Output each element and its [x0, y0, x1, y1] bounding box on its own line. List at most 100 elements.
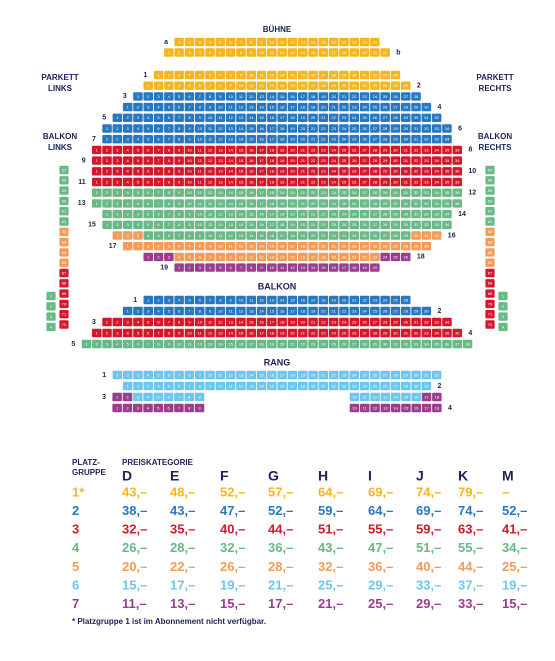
seat: [225, 37, 236, 47]
seat-number: 33: [424, 169, 429, 174]
seat: [267, 306, 277, 316]
seat-number: 32: [414, 169, 419, 174]
seat-number: 25: [342, 190, 347, 195]
seat-number: 31: [424, 372, 429, 377]
seat: [153, 199, 164, 208]
seat: [411, 392, 421, 402]
seat-number: 10: [198, 319, 203, 324]
seat-number: 2: [106, 158, 109, 163]
seat: [225, 295, 236, 305]
seat-number: 8: [219, 297, 222, 302]
price: 11,–: [122, 596, 147, 611]
seat: [215, 242, 226, 251]
seat-number: 15: [239, 330, 244, 335]
seat-number: 10: [218, 308, 223, 313]
seat: [184, 339, 195, 349]
seat-number: 34: [424, 341, 429, 346]
seat-number: 16: [249, 201, 254, 206]
seat: [246, 381, 256, 391]
seat: [256, 81, 267, 90]
price: 36,–: [268, 540, 293, 555]
seat-number: 12: [198, 341, 203, 346]
seat: [349, 295, 359, 305]
seat: [195, 370, 205, 380]
seat-number: 27: [383, 372, 388, 377]
seat-number: 6: [168, 372, 171, 377]
seat-number: 33: [434, 222, 439, 227]
seat-number: 16: [270, 233, 275, 238]
seat: [277, 252, 287, 262]
seat-number: 17: [259, 190, 264, 195]
seat: [267, 167, 277, 176]
seat: [442, 135, 452, 144]
seat-number: 14: [228, 201, 233, 206]
seat: [225, 145, 236, 155]
seat-number: 21: [311, 137, 316, 142]
seat-number: 17: [259, 169, 264, 174]
seat: [390, 339, 401, 349]
seat: [390, 209, 401, 219]
seat: [431, 124, 442, 133]
seat-number: 2: [116, 137, 119, 142]
seat: [339, 48, 349, 57]
seat: [174, 177, 184, 187]
seat-number: 25: [362, 233, 367, 238]
seat-number: 2: [116, 211, 119, 216]
seat: [164, 135, 174, 144]
seat-number: 1: [85, 341, 88, 346]
seat-number: 3: [137, 405, 140, 410]
seat-number: 17: [259, 147, 264, 152]
seat-number: 22: [311, 179, 316, 184]
seat-number: 31: [414, 222, 419, 227]
seat: [256, 113, 267, 122]
group-header: PLATZ-: [72, 458, 100, 467]
seat-number: 18: [301, 383, 306, 388]
seat-number: 31: [424, 233, 429, 238]
seat: [164, 317, 174, 327]
seat: [308, 231, 318, 240]
seat-number: 19: [342, 72, 347, 77]
seat: [411, 124, 421, 133]
seat-number: 29: [414, 104, 419, 109]
seat-number: 12: [218, 211, 223, 216]
seat: [287, 113, 298, 122]
seat: [318, 209, 329, 219]
seat-number: 20: [290, 158, 295, 163]
seat: [349, 339, 359, 349]
seat: [308, 242, 318, 251]
seat: [256, 188, 267, 197]
seat: [246, 242, 256, 251]
seat: [277, 317, 287, 327]
seat-number: 35: [445, 158, 450, 163]
seat: [359, 167, 370, 176]
row-label: 15: [88, 222, 96, 229]
seat-number: 19: [301, 233, 306, 238]
seat: [174, 92, 184, 101]
seat: [318, 102, 329, 112]
seat: [380, 92, 390, 101]
seat-number: 13: [218, 158, 223, 163]
seat: [442, 199, 452, 208]
seat: [122, 220, 133, 229]
seat-number: 13: [270, 83, 275, 88]
seat-number: 20: [321, 308, 326, 313]
seat: [359, 252, 370, 262]
seat-number: 18: [280, 222, 285, 227]
seat-number: 19: [331, 297, 336, 302]
seat-number: 18: [321, 83, 326, 88]
seat: [380, 403, 391, 413]
seat-number: 2: [157, 297, 160, 302]
category: G: [268, 468, 279, 484]
seat: [205, 328, 215, 338]
seat-number: 36: [455, 158, 460, 163]
seat: [287, 102, 298, 112]
seat-number: 70: [62, 301, 67, 306]
price: 35,–: [170, 522, 195, 537]
seat: [328, 124, 339, 133]
seat: [205, 242, 215, 251]
seat-number: 14: [270, 94, 275, 99]
seat-number: 3: [147, 308, 150, 313]
seat-number: 11: [270, 50, 275, 55]
seat-number: 28: [404, 308, 409, 313]
seat: [328, 231, 339, 240]
